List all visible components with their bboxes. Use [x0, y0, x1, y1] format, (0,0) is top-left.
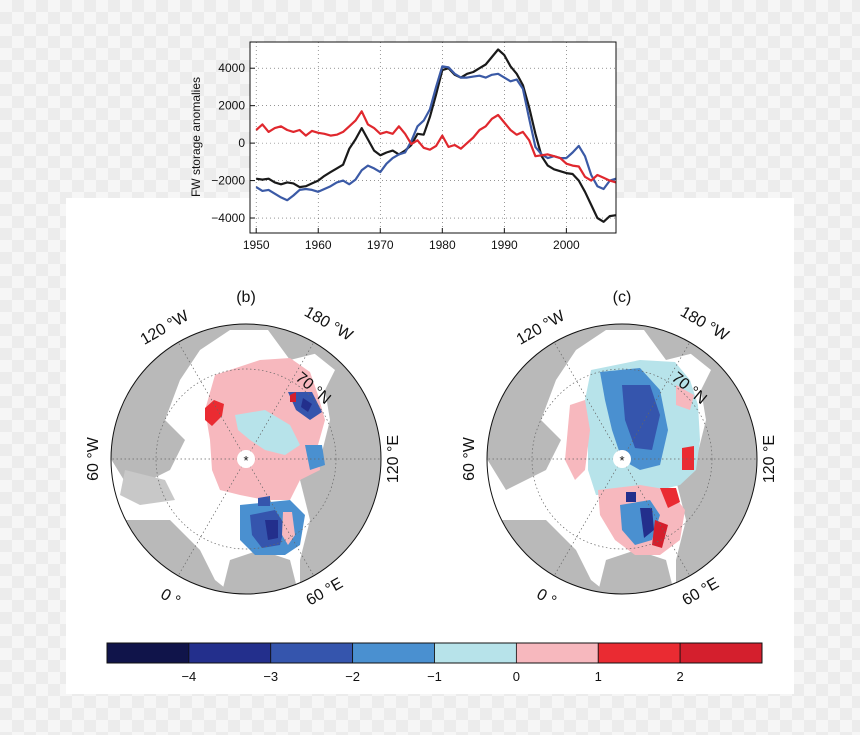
series-line-red — [255, 110, 617, 184]
y-tick-label: −4000 — [211, 211, 245, 225]
x-tick-label: 2000 — [553, 238, 580, 252]
colorbar-tick-label: −1 — [427, 669, 442, 684]
panel-label: (b) — [236, 289, 256, 306]
colorbar-tick-labels: −4 −3 −2 −1 0 1 2 — [181, 669, 683, 684]
plot-frame — [249, 41, 617, 234]
lon-label-60w: 60 °W — [461, 436, 478, 481]
map-boundary — [486, 323, 758, 595]
lon-label-60w: 60 °W — [85, 436, 102, 481]
x-tick-label: 1970 — [367, 238, 394, 252]
colorbar-swatch — [434, 642, 517, 664]
timeseries-chart: 1950 1960 1970 1980 1990 2000 −4000 −2000 0 2000… — [189, 41, 617, 252]
x-tick-label: 1950 — [243, 238, 270, 252]
x-tick-label: 1980 — [429, 238, 456, 252]
anomaly-field — [205, 358, 325, 555]
colorbar-swatch — [270, 642, 354, 664]
polar-map-b: * (b) 120 °W 180 °W 60 °W 120 °E 0 ° 60 … — [85, 289, 402, 610]
pole-hole — [613, 450, 631, 468]
x-tick-labels: 1950 1960 1970 1980 1990 2000 — [243, 238, 580, 252]
pole-hole — [237, 450, 255, 468]
colorbar-swatch — [597, 642, 681, 664]
colorbar-tick-label: −2 — [345, 669, 360, 684]
colorbar-tick-label: 2 — [677, 669, 684, 684]
plot-background — [250, 42, 616, 233]
pole-marker: * — [243, 453, 248, 468]
map-boundary — [110, 323, 382, 595]
series-line-black — [256, 48, 617, 223]
x-tick-label: 1990 — [491, 238, 518, 252]
pole-marker: * — [619, 453, 624, 468]
panel-label: (c) — [613, 289, 632, 306]
grid — [250, 42, 616, 233]
lon-label-120e: 120 °E — [385, 435, 402, 483]
y-tick-label: 2000 — [218, 99, 245, 113]
colorbar-swatch — [679, 642, 763, 664]
colorbar: −4 −3 −2 −1 0 1 2 — [106, 642, 763, 684]
colorbar-swatch — [352, 642, 435, 664]
colorbar-swatch — [106, 642, 190, 664]
y-tick-label: 0 — [238, 136, 245, 150]
graticule — [111, 341, 381, 577]
colorbar-swatch — [515, 642, 599, 664]
y-tick-label: −2000 — [211, 174, 245, 188]
colorbar-tick-label: −3 — [263, 669, 278, 684]
colorbar-tick-label: 0 — [513, 669, 520, 684]
colorbar-swatch — [188, 642, 272, 664]
colorbar-swatches — [106, 642, 763, 664]
colorbar-tick-label: 1 — [595, 669, 602, 684]
tick-marks — [250, 67, 567, 233]
colorbar-frame — [106, 642, 763, 664]
series-lines — [255, 48, 617, 223]
y-axis-label: FW storage anomalies — [189, 77, 203, 197]
graticule — [487, 341, 757, 577]
y-tick-label: 4000 — [218, 61, 245, 75]
lon-label-120e: 120 °E — [761, 435, 778, 483]
y-tick-labels: −4000 −2000 0 2000 4000 — [211, 61, 245, 225]
colorbar-tick-label: −4 — [181, 669, 196, 684]
x-tick-label: 1960 — [305, 238, 332, 252]
